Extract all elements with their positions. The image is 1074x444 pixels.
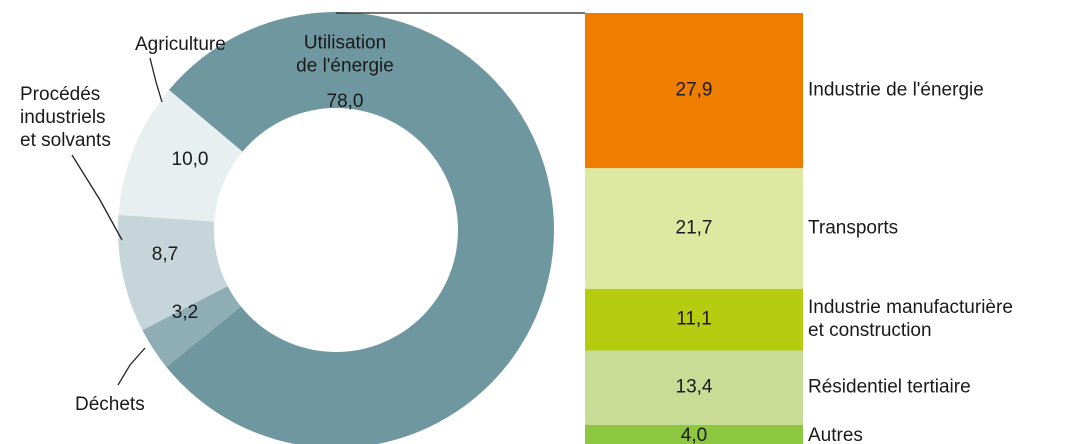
- category-label: Déchets: [75, 394, 145, 415]
- category-label: Industrie manufacturière et construction: [808, 297, 1013, 341]
- category-label: Autres: [808, 425, 863, 444]
- donut-slice: [142, 286, 242, 367]
- bar-segment: [585, 424, 803, 444]
- value-label: 3,2: [172, 302, 198, 323]
- category-label: Agriculture: [135, 34, 226, 55]
- value-label: 8,7: [152, 244, 178, 265]
- bar-segment: [585, 350, 803, 425]
- bar-segment: [585, 288, 803, 351]
- leader-line: [71, 154, 123, 241]
- value-label: 4,0: [681, 425, 707, 444]
- value-label: 27,9: [676, 80, 713, 101]
- category-label: Utilisation de l'énergie: [296, 33, 394, 77]
- category-label: Industrie de l'énergie: [808, 80, 984, 101]
- category-label: Transports: [808, 217, 898, 238]
- bar-segment: [585, 13, 803, 169]
- value-label: 10,0: [172, 149, 209, 170]
- category-label: Procédés industriels et solvants: [20, 84, 111, 151]
- donut-slice: [166, 12, 554, 444]
- donut-slice: [118, 89, 243, 222]
- value-label: 78,0: [327, 91, 364, 112]
- category-label: Résidentiel tertiaire: [808, 377, 971, 398]
- leader-line: [117, 347, 146, 386]
- leader-line: [149, 57, 163, 103]
- value-label: 13,4: [676, 377, 713, 398]
- value-label: 11,1: [676, 309, 712, 330]
- donut-slice: [118, 214, 228, 331]
- bar-segment: [585, 168, 803, 289]
- value-label: 21,7: [676, 217, 713, 238]
